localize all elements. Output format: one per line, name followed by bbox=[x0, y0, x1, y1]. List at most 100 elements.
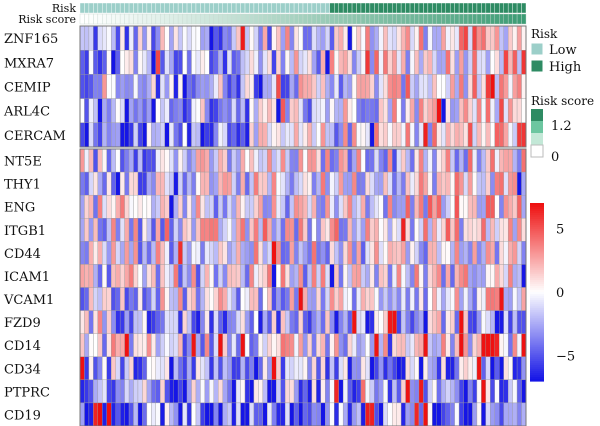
risk-score-cell bbox=[481, 13, 487, 25]
heatmap-cell bbox=[378, 402, 384, 426]
heatmap-cell bbox=[418, 171, 424, 196]
heatmap-cell bbox=[512, 402, 518, 426]
heatmap-cell bbox=[164, 218, 170, 242]
heatmap-cell bbox=[155, 310, 161, 334]
heatmap-cell bbox=[454, 333, 460, 357]
heatmap-cell bbox=[387, 402, 393, 426]
risk-cell bbox=[280, 2, 286, 14]
heatmap-cell bbox=[124, 74, 130, 99]
colorbar-band bbox=[530, 203, 544, 206]
risk-cell bbox=[369, 2, 375, 14]
colorbar-band bbox=[530, 222, 544, 226]
heatmap-cell bbox=[102, 50, 107, 75]
heatmap-cell bbox=[235, 402, 241, 426]
heatmap-cell bbox=[423, 218, 429, 242]
heatmap-cell bbox=[284, 148, 290, 173]
risk-score-cell bbox=[119, 13, 125, 25]
heatmap-cell bbox=[320, 402, 326, 426]
colorbar-band bbox=[530, 238, 544, 242]
heatmap-cell bbox=[427, 25, 433, 51]
heatmap-cell bbox=[450, 98, 455, 123]
heatmap-cell bbox=[128, 98, 134, 123]
risk-cell bbox=[146, 2, 152, 14]
heatmap-cell bbox=[262, 356, 268, 381]
heatmap-cell bbox=[249, 25, 255, 51]
heatmap-cell bbox=[182, 25, 188, 51]
risk-score-cell bbox=[240, 13, 246, 25]
heatmap-cell bbox=[476, 264, 482, 288]
heatmap-cell bbox=[450, 241, 455, 265]
heatmap-cell bbox=[365, 25, 371, 51]
heatmap-cell bbox=[441, 171, 446, 196]
heatmap-cell bbox=[423, 25, 429, 51]
heatmap-cell bbox=[325, 379, 330, 404]
heatmap-cell bbox=[137, 25, 143, 51]
heatmap-cell bbox=[490, 194, 495, 219]
heatmap-cell bbox=[441, 402, 446, 426]
heatmap-cell bbox=[151, 241, 156, 265]
heatmap-cell bbox=[146, 264, 152, 288]
heatmap-cell bbox=[405, 356, 411, 381]
heatmap-cell bbox=[151, 194, 156, 219]
heatmap-cell bbox=[137, 264, 143, 288]
heatmap-cell bbox=[436, 148, 442, 173]
heatmap-cell bbox=[97, 379, 103, 404]
heatmap-cell bbox=[316, 241, 322, 265]
heatmap-cell bbox=[79, 122, 85, 148]
risk-cell bbox=[142, 2, 148, 14]
heatmap-cell bbox=[418, 148, 424, 173]
heatmap-cell bbox=[142, 379, 148, 404]
risk-score-cell bbox=[458, 13, 464, 25]
risk-cell bbox=[164, 2, 170, 14]
heatmap-cell bbox=[182, 241, 188, 265]
heatmap-cell bbox=[240, 356, 246, 381]
risk-score-cell bbox=[320, 13, 326, 25]
heatmap-cell bbox=[499, 379, 504, 404]
heatmap-cell bbox=[467, 356, 473, 381]
heatmap-cell bbox=[450, 264, 455, 288]
risk-cell bbox=[124, 2, 130, 14]
heatmap-cell bbox=[307, 218, 313, 242]
risk-score-cell bbox=[476, 13, 482, 25]
heatmap-cell bbox=[124, 50, 130, 75]
heatmap-cell bbox=[231, 310, 237, 334]
heatmap-cell bbox=[186, 50, 192, 75]
heatmap-cell bbox=[231, 356, 237, 381]
risk-cell bbox=[392, 2, 397, 14]
heatmap-cell bbox=[231, 171, 237, 196]
risk-cell bbox=[102, 2, 107, 14]
heatmap-cell bbox=[124, 218, 130, 242]
risk-cell bbox=[218, 2, 223, 14]
heatmap-cell bbox=[360, 50, 366, 75]
heatmap-cell bbox=[490, 122, 495, 148]
heatmap-cell bbox=[351, 356, 357, 381]
heatmap-cell bbox=[338, 122, 344, 148]
heatmap-cell bbox=[378, 379, 384, 404]
heatmap-cell bbox=[227, 50, 232, 75]
heatmap-cell bbox=[521, 148, 527, 173]
heatmap-cell bbox=[137, 74, 143, 99]
heatmap-cell bbox=[124, 310, 130, 334]
heatmap-cell bbox=[512, 122, 518, 148]
heatmap-cell bbox=[351, 264, 357, 288]
heatmap-cell bbox=[213, 356, 219, 381]
risk-score-cell bbox=[186, 13, 192, 25]
heatmap-cell bbox=[396, 310, 402, 334]
heatmap-cell bbox=[115, 98, 121, 123]
heatmap-cell bbox=[521, 171, 527, 196]
heatmap-cell bbox=[267, 50, 272, 75]
risk-score-cell bbox=[160, 13, 165, 25]
risk-cell bbox=[405, 2, 411, 14]
heatmap-cell bbox=[516, 74, 522, 99]
heatmap-cell bbox=[102, 148, 107, 173]
heatmap-cell bbox=[329, 98, 335, 123]
heatmap-cell bbox=[102, 25, 107, 51]
heatmap-cell bbox=[191, 194, 197, 219]
heatmap-cell bbox=[485, 74, 491, 99]
heatmap-cell bbox=[387, 148, 393, 173]
heatmap-cell bbox=[392, 264, 397, 288]
heatmap-cell bbox=[191, 287, 197, 311]
heatmap-cell bbox=[293, 264, 299, 288]
heatmap-cell bbox=[414, 333, 420, 357]
heatmap-cell bbox=[494, 379, 500, 404]
